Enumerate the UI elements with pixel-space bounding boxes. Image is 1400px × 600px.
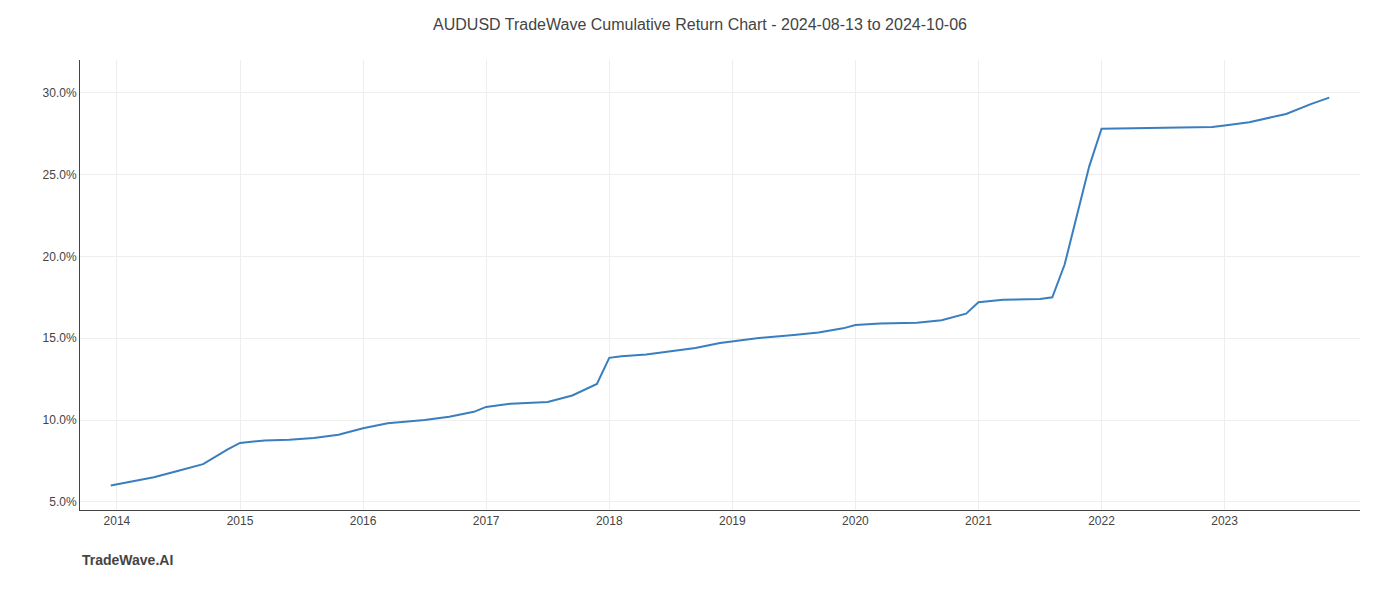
- svg-text:2015: 2015: [227, 514, 254, 528]
- svg-text:2022: 2022: [1088, 514, 1115, 528]
- svg-text:2020: 2020: [842, 514, 869, 528]
- svg-text:2017: 2017: [473, 514, 500, 528]
- svg-text:20.0%: 20.0%: [43, 250, 77, 264]
- svg-text:2018: 2018: [596, 514, 623, 528]
- svg-text:30.0%: 30.0%: [43, 86, 77, 100]
- svg-text:15.0%: 15.0%: [43, 331, 77, 345]
- svg-text:TradeWave.AI: TradeWave.AI: [82, 552, 173, 568]
- svg-text:10.0%: 10.0%: [43, 413, 77, 427]
- svg-text:2014: 2014: [104, 514, 131, 528]
- svg-text:2023: 2023: [1211, 514, 1238, 528]
- svg-text:2019: 2019: [719, 514, 746, 528]
- svg-text:AUDUSD TradeWave Cumulative Re: AUDUSD TradeWave Cumulative Return Chart…: [433, 16, 967, 33]
- svg-text:2016: 2016: [350, 514, 377, 528]
- svg-text:25.0%: 25.0%: [43, 168, 77, 182]
- svg-text:5.0%: 5.0%: [49, 495, 77, 509]
- svg-text:2021: 2021: [965, 514, 992, 528]
